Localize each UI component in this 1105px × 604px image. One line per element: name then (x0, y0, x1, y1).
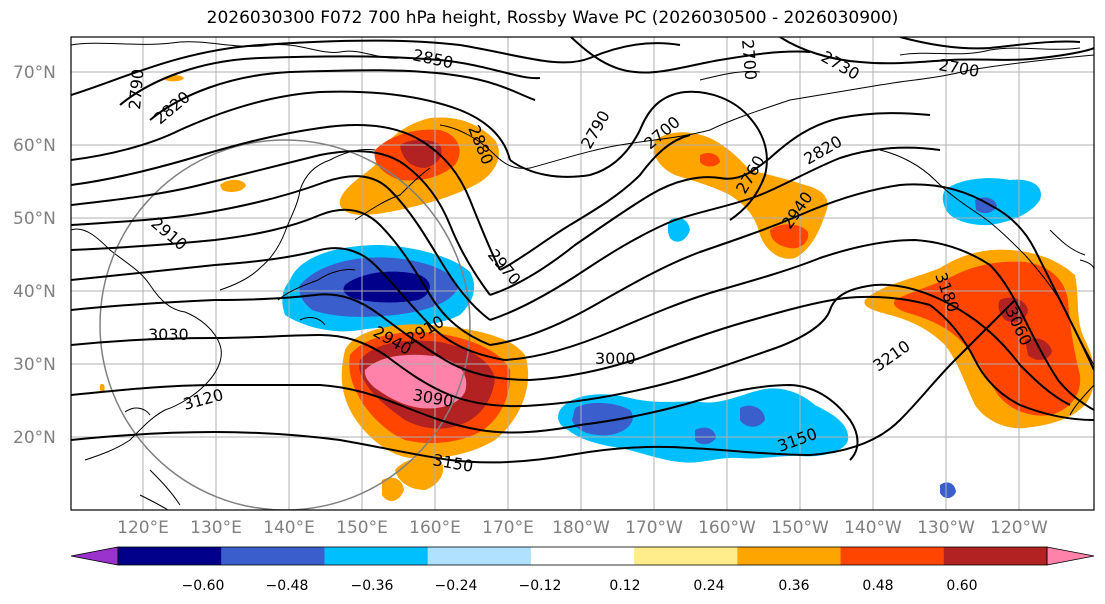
lon-label: 120°E (117, 518, 169, 538)
colorbar-tick-label: 0.48 (862, 578, 893, 594)
colorbar-segment (221, 547, 325, 565)
colorbar-segment (634, 547, 738, 565)
plot-frame (70, 36, 1095, 511)
longitude-labels: 120°E 130°E 140°E 150°E 160°E 170°E 180°… (117, 518, 1048, 538)
colorbar-tick-label: −0.60 (182, 578, 225, 594)
lon-label: 170°E (482, 518, 534, 538)
colorbar-tick-label: 0.24 (693, 578, 724, 594)
latitude-labels: 70°N 60°N 50°N 40°N 30°N 20°N (13, 63, 56, 448)
colorbar-segment (943, 547, 1048, 565)
lon-label: 140°W (844, 518, 902, 538)
colorbar-segment (427, 547, 532, 565)
colorbar-tick-label: −0.36 (351, 578, 394, 594)
colorbar-tick-label: 0.36 (778, 578, 809, 594)
lon-label: 150°E (336, 518, 388, 538)
lon-label: 160°E (409, 518, 461, 538)
colorbar-tick-label: −0.24 (435, 578, 478, 594)
colorbar-segment (324, 547, 429, 565)
colorbar-ticks: −0.60 −0.48 −0.36 −0.24 −0.12 0.12 0.24 … (182, 578, 978, 594)
colorbar-extend-low (70, 546, 119, 566)
lon-label: 120°W (990, 518, 1048, 538)
lon-label: 150°W (771, 518, 829, 538)
colorbar-segment (530, 547, 635, 565)
lat-label: 40°N (13, 282, 56, 302)
colorbar-segment (118, 547, 222, 565)
contour-label: 3000 (595, 349, 636, 368)
lat-label: 60°N (13, 136, 56, 156)
lon-label: 130°W (917, 518, 975, 538)
lat-label: 70°N (13, 63, 56, 83)
contour-label: 3030 (148, 325, 189, 344)
lat-label: 50°N (13, 209, 56, 229)
lon-label: 130°E (190, 518, 242, 538)
lon-label: 160°W (698, 518, 756, 538)
colorbar-extend-high (1046, 546, 1095, 566)
colorbar-segment (737, 547, 842, 565)
colorbar-tick-label: 0.60 (946, 578, 977, 594)
height-contours (71, 37, 1094, 464)
contour-label: 2790 (125, 68, 147, 110)
colorbar-tick-label: 0.12 (609, 578, 640, 594)
colorbar-tick-label: −0.48 (266, 578, 309, 594)
lat-label: 30°N (13, 355, 56, 375)
map-title: 2026030300 F072 700 hPa height, Rossby W… (206, 8, 899, 28)
contour-label: 2700 (738, 39, 760, 81)
lon-label: 180°W (552, 518, 610, 538)
reference-circle (99, 139, 471, 510)
colorbar-tick-label: −0.12 (519, 578, 562, 594)
lon-label: 140°E (263, 518, 315, 538)
colorbar-segment (840, 547, 945, 565)
colorbar-outline (117, 546, 1048, 566)
colorbar (70, 546, 1095, 566)
lat-label: 20°N (13, 428, 56, 448)
lon-label: 170°W (625, 518, 683, 538)
